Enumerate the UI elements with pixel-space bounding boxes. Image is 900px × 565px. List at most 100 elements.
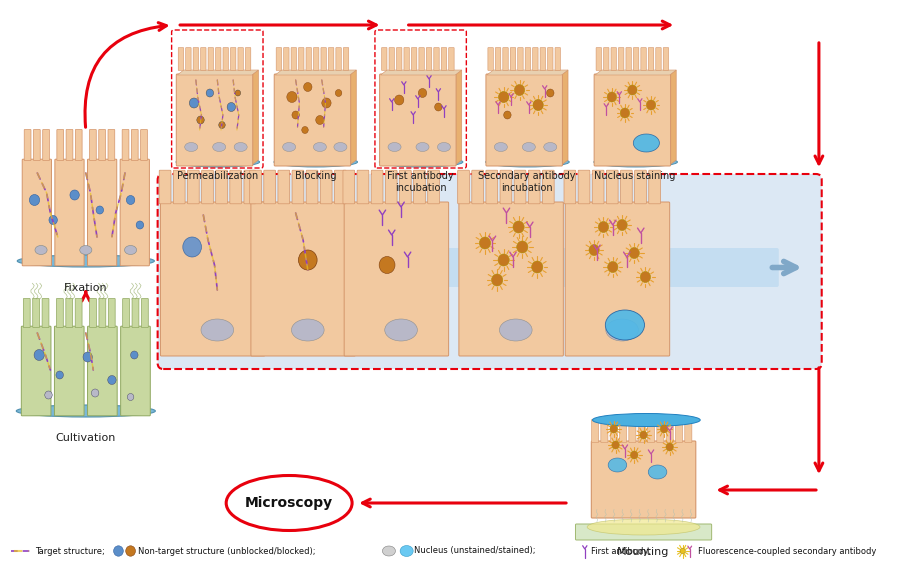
Circle shape [130,351,138,359]
Ellipse shape [648,465,667,479]
Circle shape [70,190,79,200]
FancyBboxPatch shape [328,47,334,71]
FancyBboxPatch shape [400,170,411,204]
FancyBboxPatch shape [122,298,130,328]
Circle shape [292,111,300,119]
Ellipse shape [334,142,347,151]
FancyBboxPatch shape [414,170,426,204]
FancyBboxPatch shape [418,47,424,71]
FancyBboxPatch shape [141,298,149,328]
FancyBboxPatch shape [344,202,448,356]
FancyBboxPatch shape [620,170,632,204]
Circle shape [96,206,104,214]
Circle shape [631,451,638,459]
FancyBboxPatch shape [42,298,49,328]
FancyBboxPatch shape [385,170,397,204]
Circle shape [197,116,204,124]
FancyBboxPatch shape [638,419,645,442]
FancyBboxPatch shape [22,159,51,266]
FancyBboxPatch shape [178,47,184,71]
Polygon shape [350,70,356,165]
FancyBboxPatch shape [526,47,531,71]
FancyBboxPatch shape [299,47,304,71]
Ellipse shape [234,142,248,151]
FancyBboxPatch shape [540,47,545,71]
Ellipse shape [606,319,638,341]
FancyBboxPatch shape [428,170,439,204]
Polygon shape [275,70,356,75]
FancyBboxPatch shape [216,170,228,204]
Ellipse shape [587,519,700,535]
FancyBboxPatch shape [619,419,626,442]
Circle shape [612,441,619,449]
Ellipse shape [634,134,660,152]
Circle shape [379,257,395,273]
FancyBboxPatch shape [656,47,662,71]
FancyBboxPatch shape [607,170,618,204]
Ellipse shape [274,157,357,167]
FancyBboxPatch shape [685,419,692,442]
FancyBboxPatch shape [591,441,696,518]
Circle shape [617,219,627,231]
FancyBboxPatch shape [306,170,318,204]
Circle shape [491,274,503,286]
FancyBboxPatch shape [32,298,40,328]
Circle shape [56,371,63,379]
FancyBboxPatch shape [321,47,327,71]
FancyBboxPatch shape [543,170,554,204]
FancyBboxPatch shape [629,419,636,442]
Circle shape [227,102,236,111]
FancyBboxPatch shape [208,47,213,71]
Circle shape [316,115,324,124]
Ellipse shape [124,246,137,254]
FancyBboxPatch shape [251,202,356,356]
FancyBboxPatch shape [411,47,417,71]
Polygon shape [670,70,676,165]
FancyBboxPatch shape [215,47,221,71]
Text: Fixation: Fixation [64,283,108,293]
FancyBboxPatch shape [618,47,624,71]
Circle shape [499,92,508,102]
FancyBboxPatch shape [610,419,617,442]
FancyBboxPatch shape [76,298,82,328]
Text: First antibody;: First antibody; [591,546,652,555]
FancyBboxPatch shape [169,248,778,287]
FancyBboxPatch shape [89,129,96,160]
Ellipse shape [416,142,429,151]
Circle shape [608,262,618,272]
Circle shape [680,548,685,554]
FancyBboxPatch shape [159,170,171,204]
Text: First antibody
incubation: First antibody incubation [387,171,454,193]
Ellipse shape [17,255,155,267]
Text: Fluorescence-coupled secondary antibody: Fluorescence-coupled secondary antibody [698,546,876,555]
Circle shape [646,100,656,110]
Circle shape [287,92,297,102]
FancyBboxPatch shape [202,170,213,204]
Ellipse shape [437,142,451,151]
FancyBboxPatch shape [278,170,290,204]
FancyBboxPatch shape [634,47,639,71]
FancyBboxPatch shape [676,419,682,442]
FancyBboxPatch shape [121,159,149,266]
FancyBboxPatch shape [604,47,609,71]
FancyBboxPatch shape [472,170,483,204]
FancyBboxPatch shape [140,129,148,160]
FancyBboxPatch shape [578,170,590,204]
Text: Mounting: Mounting [617,547,670,557]
Circle shape [303,82,312,92]
Circle shape [629,247,639,259]
FancyBboxPatch shape [320,170,332,204]
Circle shape [640,431,647,439]
FancyBboxPatch shape [503,47,508,71]
FancyBboxPatch shape [291,47,296,71]
FancyBboxPatch shape [594,74,670,166]
Circle shape [92,389,99,397]
FancyBboxPatch shape [565,202,670,356]
FancyBboxPatch shape [33,129,40,160]
Text: Secondary antibody
incubation: Secondary antibody incubation [478,171,576,193]
Ellipse shape [176,157,259,167]
FancyBboxPatch shape [230,47,236,71]
FancyBboxPatch shape [555,47,561,71]
Ellipse shape [184,142,198,151]
FancyBboxPatch shape [458,170,470,204]
